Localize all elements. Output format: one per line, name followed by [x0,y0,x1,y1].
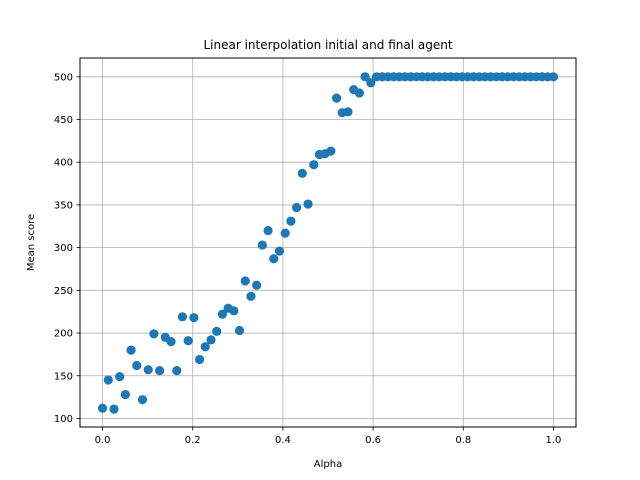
data-point [177,312,188,322]
data-point [257,240,267,250]
data-point [303,199,313,209]
data-point [240,276,250,286]
data-point [354,88,364,98]
data-point [234,325,245,336]
y-tick-label: 150 [54,371,73,382]
x-tick-label: 0.8 [455,435,471,446]
x-tick-label: 0.6 [365,435,381,446]
data-point [115,372,125,382]
data-point [206,335,216,345]
data-point [109,404,119,414]
x-tick-label: 0.4 [275,435,291,446]
data-point [183,336,193,346]
data-point [200,342,210,352]
y-tick-label: 450 [54,115,73,126]
data-point [166,336,176,347]
plot-area-frame [79,57,577,428]
data-point [269,254,279,264]
data-point [292,202,302,213]
data-point [286,216,296,226]
grid [80,58,576,427]
data-point [103,375,113,385]
x-tick-label: 1.0 [546,435,562,446]
axis-ticks: 0.0 0.2 0.4 0.6 0.8 1.0 100 150 200 250 300 350 400 4… [54,72,562,446]
data-point [212,326,222,336]
data-point [194,354,205,365]
data-point [229,306,239,316]
data-point [97,403,108,413]
data-point [217,309,227,319]
data-points [97,72,559,414]
y-axis-label: Mean score [26,214,37,271]
data-point [297,168,307,178]
y-tick-label: 350 [54,200,73,211]
data-point [189,313,199,323]
data-point [263,225,273,236]
chart-title: Linear interpolation initial and final a… [203,38,452,52]
data-point [172,366,182,376]
data-point [246,291,256,301]
y-tick-label: 200 [54,329,73,340]
x-tick-label: 0.2 [185,435,201,446]
data-point [126,345,136,355]
y-tick-label: 400 [54,158,73,169]
data-point [360,72,370,82]
data-point [120,389,130,400]
y-tick-label: 100 [54,414,73,425]
data-point [155,366,165,376]
data-point [343,107,353,117]
data-point [366,78,376,88]
data-point [280,228,290,238]
data-point [326,146,336,156]
y-tick-label: 500 [54,72,73,83]
data-point [252,280,262,290]
data-point [137,395,148,405]
data-point [309,160,319,170]
data-point [548,72,559,82]
data-point [149,329,159,339]
y-tick-label: 300 [54,243,73,254]
x-axis-label: Alpha [314,459,342,470]
data-point [143,365,153,375]
data-point [274,246,285,256]
y-tick-label: 250 [54,286,73,297]
data-point [331,93,342,103]
x-tick-label: 0.0 [95,435,111,446]
data-point [132,360,142,371]
